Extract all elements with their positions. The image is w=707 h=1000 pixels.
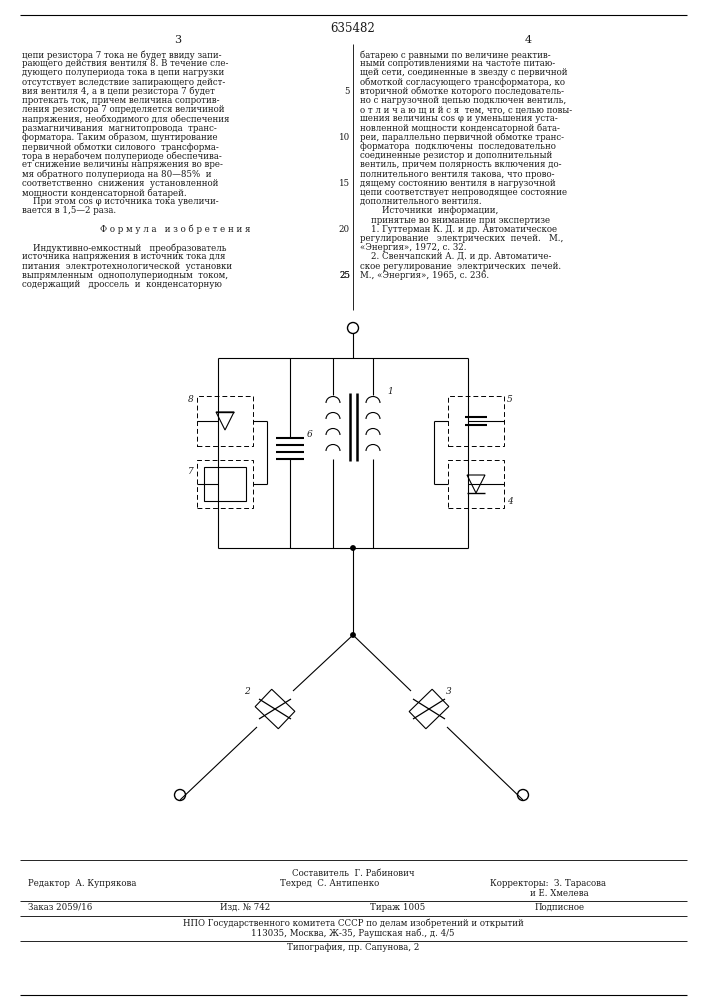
Text: ет снижение величины напряжения во вре-: ет снижение величины напряжения во вре- [22, 160, 223, 169]
Text: Индуктивно-емкостный   преобразователь: Индуктивно-емкостный преобразователь [22, 243, 226, 253]
Text: Редактор  А. Купрякова: Редактор А. Купрякова [28, 879, 136, 888]
Bar [409, 689, 449, 729]
Text: Составитель  Г. Рабинович: Составитель Г. Рабинович [292, 869, 414, 878]
Text: Ф о р м у л а   и з о б р е т е н и я: Ф о р м у л а и з о б р е т е н и я [100, 225, 250, 234]
Text: 1. Гуттерман К. Д. и др. Автоматическое: 1. Гуттерман К. Д. и др. Автоматическое [360, 225, 557, 234]
Text: вентиль, причем полярность включения до-: вентиль, причем полярность включения до- [360, 160, 561, 169]
Text: 2: 2 [244, 686, 250, 696]
Text: обмоткой согласующего трансформатора, ко: обмоткой согласующего трансформатора, ко [360, 78, 565, 87]
Text: Типография, пр. Сапунова, 2: Типография, пр. Сапунова, 2 [287, 943, 419, 952]
Text: питания  электротехнологической  установки: питания электротехнологической установки [22, 262, 232, 271]
Text: цепи соответствует непроводящее состояние: цепи соответствует непроводящее состояни… [360, 188, 567, 197]
Text: вия вентиля 4, а в цепи резистора 7 будет: вия вентиля 4, а в цепи резистора 7 буде… [22, 87, 215, 96]
Text: выпрямленным  однополупериодным  током,: выпрямленным однополупериодным током, [22, 271, 228, 280]
Text: содержащий   дроссель  и  конденсаторную: содержащий дроссель и конденсаторную [22, 280, 222, 289]
Text: реи, параллельно первичной обмотке транс-: реи, параллельно первичной обмотке транс… [360, 133, 564, 142]
Text: 4: 4 [525, 35, 532, 45]
Text: полнительного вентиля такова, что прово-: полнительного вентиля такова, что прово- [360, 170, 554, 179]
Text: дующего полупериода тока в цепи нагрузки: дующего полупериода тока в цепи нагрузки [22, 68, 224, 77]
Text: 15: 15 [339, 179, 350, 188]
Text: Техред  С. Антипенко: Техред С. Антипенко [280, 879, 379, 888]
Text: регулирование   электрических  печей.   М.,: регулирование электрических печей. М., [360, 234, 563, 243]
Text: 6: 6 [307, 430, 312, 439]
Text: ными сопротивлениями на частоте питаю-: ными сопротивлениями на частоте питаю- [360, 59, 555, 68]
Text: Корректоры:  З. Тарасова: Корректоры: З. Тарасова [490, 879, 606, 888]
Text: 25: 25 [339, 271, 350, 280]
Text: о т л и ч а ю щ и й с я  тем, что, с целью повы-: о т л и ч а ю щ и й с я тем, что, с цель… [360, 105, 572, 114]
Text: 5: 5 [344, 87, 350, 96]
Bar [197, 396, 253, 446]
Text: «Энергия», 1972, с. 32.: «Энергия», 1972, с. 32. [360, 243, 467, 252]
Text: 4: 4 [507, 497, 513, 506]
Text: дящему состоянию вентиля в нагрузочной: дящему состоянию вентиля в нагрузочной [360, 179, 556, 188]
Text: Тираж 1005: Тираж 1005 [370, 903, 425, 912]
Text: 8: 8 [188, 395, 194, 404]
Text: шения величины cos φ и уменьшения уста-: шения величины cos φ и уменьшения уста- [360, 114, 558, 123]
Text: принятые во внимание при экспертизе: принятые во внимание при экспертизе [360, 216, 550, 225]
Bar [204, 467, 246, 501]
Text: 1: 1 [387, 387, 393, 396]
Text: НПО Государственного комитета СССР по делам изобретений и открытий: НПО Государственного комитета СССР по де… [182, 918, 523, 928]
Text: вается в 1,5—2 раза.: вается в 1,5—2 раза. [22, 206, 116, 215]
Text: При этом cos φ источника тока увеличи-: При этом cos φ источника тока увеличи- [22, 197, 218, 206]
Text: но с нагрузочной цепью подключен вентиль,: но с нагрузочной цепью подключен вентиль… [360, 96, 566, 105]
Text: 3: 3 [446, 686, 452, 696]
Text: новленной мощности конденсаторной бата-: новленной мощности конденсаторной бата- [360, 124, 560, 133]
Circle shape [351, 546, 355, 550]
Text: 7: 7 [188, 468, 194, 477]
Text: ское регулирование  электрических  печей.: ское регулирование электрических печей. [360, 262, 561, 271]
Text: щей сети, соединенные в звезду с первичной: щей сети, соединенные в звезду с первичн… [360, 68, 568, 77]
Text: цепи резистора 7 тока не будет ввиду запи-: цепи резистора 7 тока не будет ввиду зап… [22, 50, 221, 60]
Text: 635482: 635482 [331, 21, 375, 34]
Text: напряжения, необходимого для обеспечения: напряжения, необходимого для обеспечения [22, 114, 230, 124]
Text: отсутствует вследствие запирающего дейст-: отсутствует вследствие запирающего дейст… [22, 78, 226, 87]
Text: Подписное: Подписное [535, 903, 585, 912]
Text: форматора  подключены  последовательно: форматора подключены последовательно [360, 142, 556, 151]
Text: 20: 20 [339, 225, 350, 234]
Text: Изд. № 742: Изд. № 742 [220, 903, 270, 912]
Circle shape [351, 633, 355, 637]
Bar [197, 460, 253, 508]
Text: форматора. Таким образом, шунтирование: форматора. Таким образом, шунтирование [22, 133, 218, 142]
Bar [448, 460, 504, 508]
Text: размагничивания  магнитопровода  транс-: размагничивания магнитопровода транс- [22, 124, 217, 133]
Text: рающего действия вентиля 8. В течение сле-: рающего действия вентиля 8. В течение сл… [22, 59, 228, 68]
Text: мощности конденсаторной батарей.: мощности конденсаторной батарей. [22, 188, 187, 198]
Text: М., «Энергия», 1965, с. 236.: М., «Энергия», 1965, с. 236. [360, 271, 489, 280]
Text: протекать ток, причем величина сопротив-: протекать ток, причем величина сопротив- [22, 96, 219, 105]
Bar [448, 396, 504, 446]
Text: Источники  информации,: Источники информации, [360, 206, 498, 215]
Text: первичной обмотки силового  трансформа-: первичной обмотки силового трансформа- [22, 142, 218, 151]
Text: 3: 3 [175, 35, 182, 45]
Text: и Е. Хмелева: и Е. Хмелева [530, 889, 589, 898]
Text: батарею с равными по величине реактив-: батарею с равными по величине реактив- [360, 50, 551, 60]
Text: 10: 10 [339, 133, 350, 142]
Text: соединенные резистор и дополнительный: соединенные резистор и дополнительный [360, 151, 552, 160]
Text: Заказ 2059/16: Заказ 2059/16 [28, 903, 92, 912]
Text: 113035, Москва, Ж-35, Раушская наб., д. 4/5: 113035, Москва, Ж-35, Раушская наб., д. … [251, 929, 455, 938]
Text: вторичной обмотке которого последователь-: вторичной обмотке которого последователь… [360, 87, 564, 96]
Text: мя обратного полупериода на 80—85%  и: мя обратного полупериода на 80—85% и [22, 170, 211, 179]
Text: соответственно  снижения  установленной: соответственно снижения установленной [22, 179, 218, 188]
Text: источника напряжения в источник тока для: источника напряжения в источник тока для [22, 252, 226, 261]
Text: 2. Свенчапский А. Д. и др. Автоматиче-: 2. Свенчапский А. Д. и др. Автоматиче- [360, 252, 551, 261]
Text: тора в нерабочем полупериоде обеспечива-: тора в нерабочем полупериоде обеспечива- [22, 151, 222, 161]
Text: 5: 5 [507, 395, 513, 404]
Text: 25: 25 [339, 271, 350, 280]
Text: дополнительного вентиля.: дополнительного вентиля. [360, 197, 481, 206]
Text: ления резистора 7 определяется величиной: ления резистора 7 определяется величиной [22, 105, 225, 114]
Bar [255, 689, 295, 729]
